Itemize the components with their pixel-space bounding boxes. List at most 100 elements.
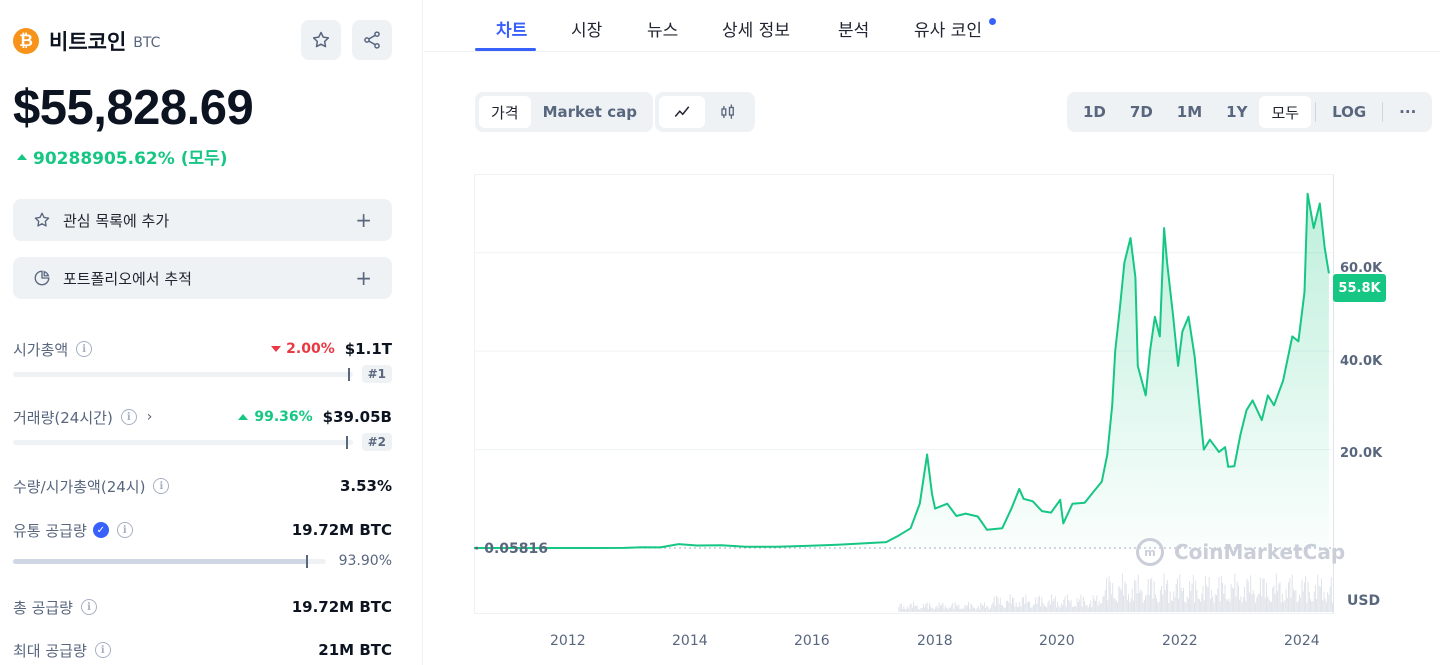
volume-bar xyxy=(1167,580,1169,612)
stat-max-supply: 최대 공급량 i 21M BTC xyxy=(13,639,392,661)
volume-bar xyxy=(1239,599,1241,612)
tab-similar-coins[interactable]: 유사 코인 xyxy=(914,21,982,41)
volume-bar xyxy=(948,607,950,612)
volume-bar xyxy=(1024,603,1026,612)
detail-tabs: 차트 시장 뉴스 상세 정보 분석 유사 코인 xyxy=(424,0,1440,52)
info-icon[interactable]: i xyxy=(80,599,97,615)
line-chart-icon xyxy=(674,106,690,117)
price-chart[interactable] xyxy=(474,174,1334,614)
favorite-button[interactable] xyxy=(301,20,341,60)
volume-bar xyxy=(1205,575,1206,612)
volume-bar xyxy=(938,602,940,612)
volume-value: $39.05B xyxy=(322,408,392,426)
volume-bar xyxy=(961,608,963,612)
candlestick-button[interactable] xyxy=(705,96,751,128)
volume-bar xyxy=(1056,607,1057,612)
stat-market-cap: 시가총액 i 2.00% $1.1T #1 xyxy=(13,338,392,384)
tab-details[interactable]: 상세 정보 xyxy=(722,21,790,41)
volume-bar xyxy=(1192,574,1194,612)
volume-bar xyxy=(922,603,924,612)
volume-bar xyxy=(942,602,944,612)
volume-bar xyxy=(1045,606,1046,612)
volume-bar xyxy=(1079,599,1081,612)
range-1m[interactable]: 1M xyxy=(1176,103,1203,121)
volume-bar xyxy=(1030,607,1032,612)
track-portfolio-button[interactable]: 포트폴리오에서 추적 + xyxy=(13,257,392,299)
line-chart-button[interactable] xyxy=(659,96,705,128)
plus-icon: + xyxy=(355,208,372,232)
more-options-button[interactable]: ··· xyxy=(1399,103,1417,121)
tab-analysis[interactable]: 분석 xyxy=(838,21,870,41)
price-change: 90288905.62% (모두) xyxy=(17,144,228,169)
volume-bar xyxy=(1290,597,1292,612)
info-icon[interactable]: i xyxy=(76,341,93,357)
volume-bar xyxy=(1021,597,1023,612)
star-icon xyxy=(34,212,50,227)
volume-bar xyxy=(1284,600,1286,612)
chevron-right-icon[interactable]: › xyxy=(146,409,153,425)
volume-bar xyxy=(1007,600,1009,612)
volume-bar xyxy=(1129,602,1131,612)
coin-price: $55,828.69 xyxy=(13,81,254,135)
volume-bar xyxy=(1128,594,1129,612)
volume-bar xyxy=(1258,593,1260,612)
volume-bar xyxy=(971,605,973,612)
volume-bar xyxy=(1110,594,1112,612)
vol-mcap-value: 3.53% xyxy=(339,477,392,495)
coin-header: ₿ 비트코인 BTC xyxy=(13,26,160,56)
volume-bar xyxy=(1279,581,1281,612)
volume-bar xyxy=(955,604,957,612)
volume-bar xyxy=(982,605,984,612)
volume-bar xyxy=(1036,603,1038,612)
info-icon[interactable]: i xyxy=(94,642,111,658)
tab-chart[interactable]: 차트 xyxy=(496,21,528,41)
rank-badge: #2 xyxy=(361,433,392,451)
market-cap-bar xyxy=(13,367,353,381)
volume-bar xyxy=(987,606,989,612)
volume-bar xyxy=(1292,589,1294,612)
chart-style-toggle xyxy=(655,92,755,132)
volume-bar xyxy=(907,606,908,612)
info-icon[interactable]: i xyxy=(116,522,133,538)
volume-bar xyxy=(1140,589,1142,612)
volume-bar xyxy=(1190,590,1192,612)
tab-news[interactable]: 뉴스 xyxy=(647,21,679,41)
volume-bar xyxy=(1223,593,1225,612)
volume-bar xyxy=(969,608,971,612)
price-toggle[interactable]: 가격 xyxy=(479,96,531,128)
volume-bar xyxy=(908,608,910,612)
info-icon[interactable]: i xyxy=(153,478,170,494)
range-all[interactable]: 모두 xyxy=(1259,96,1312,128)
volume-bar xyxy=(1200,601,1202,612)
market-cap-toggle[interactable]: Market cap xyxy=(542,103,637,121)
volume-bar xyxy=(1065,606,1067,612)
volume-bar xyxy=(1095,600,1097,612)
volume-bar xyxy=(1176,578,1178,612)
volume-bar xyxy=(1212,597,1214,612)
info-icon[interactable]: i xyxy=(120,409,137,425)
range-1d[interactable]: 1D xyxy=(1083,103,1106,121)
add-watchlist-button[interactable]: 관심 목록에 추가 + xyxy=(13,199,392,241)
volume-bar xyxy=(1141,591,1143,612)
volume-bar xyxy=(1325,602,1327,612)
range-7d[interactable]: 7D xyxy=(1129,103,1153,121)
tab-markets[interactable]: 시장 xyxy=(571,21,603,41)
volume-bar xyxy=(1004,607,1006,612)
volume-bar xyxy=(1076,598,1078,612)
volume-bar xyxy=(1068,600,1070,612)
volume-bar xyxy=(1070,599,1072,612)
log-scale-toggle[interactable]: LOG xyxy=(1332,103,1367,121)
active-tab-indicator xyxy=(475,48,536,51)
volume-bar xyxy=(1035,597,1037,612)
volume-bar xyxy=(1321,578,1322,612)
volume-bar xyxy=(1263,578,1265,612)
share-button[interactable] xyxy=(352,20,392,60)
volume-bar xyxy=(1151,577,1153,612)
volume-bar xyxy=(1300,597,1302,612)
volume-bar xyxy=(1231,587,1233,612)
range-1y[interactable]: 1Y xyxy=(1226,103,1248,121)
volume-bar xyxy=(1201,593,1203,612)
volume-bar xyxy=(941,604,943,612)
y-tick-label: 20.0K xyxy=(1340,446,1383,461)
volume-bar xyxy=(1233,588,1235,612)
